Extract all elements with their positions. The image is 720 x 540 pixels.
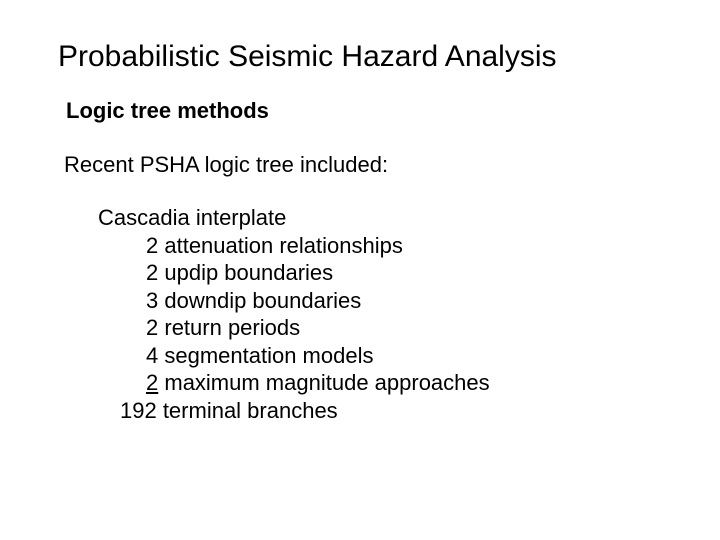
item-label: segmentation models [158, 343, 373, 368]
item-label: maximum magnitude approaches [158, 370, 489, 395]
total-branches: 192 terminal branches [120, 397, 720, 425]
item-label: attenuation relationships [158, 233, 403, 258]
list-item-underlined: 2 maximum magnitude approaches [146, 369, 720, 397]
item-count: 2 [146, 260, 158, 285]
item-label: updip boundaries [158, 260, 333, 285]
item-count: 2 [146, 233, 158, 258]
slide-subtitle: Logic tree methods [66, 98, 720, 124]
slide-title: Probabilistic Seismic Hazard Analysis [58, 40, 720, 74]
list-item: 2 updip boundaries [146, 259, 720, 287]
item-count-underlined: 2 [146, 370, 158, 395]
list-item: 2 return periods [146, 314, 720, 342]
list-item: 2 attenuation relationships [146, 232, 720, 260]
item-count: 4 [146, 343, 158, 368]
item-count: 3 [146, 288, 158, 313]
list-item: 3 downdip boundaries [146, 287, 720, 315]
item-count: 2 [146, 315, 158, 340]
item-label: return periods [158, 315, 300, 340]
item-label: downdip boundaries [158, 288, 361, 313]
section-heading: Cascadia interplate [98, 204, 720, 232]
list-item: 4 segmentation models [146, 342, 720, 370]
logic-tree-section: Cascadia interplate 2 attenuation relati… [98, 204, 720, 424]
intro-text: Recent PSHA logic tree included: [64, 152, 720, 178]
